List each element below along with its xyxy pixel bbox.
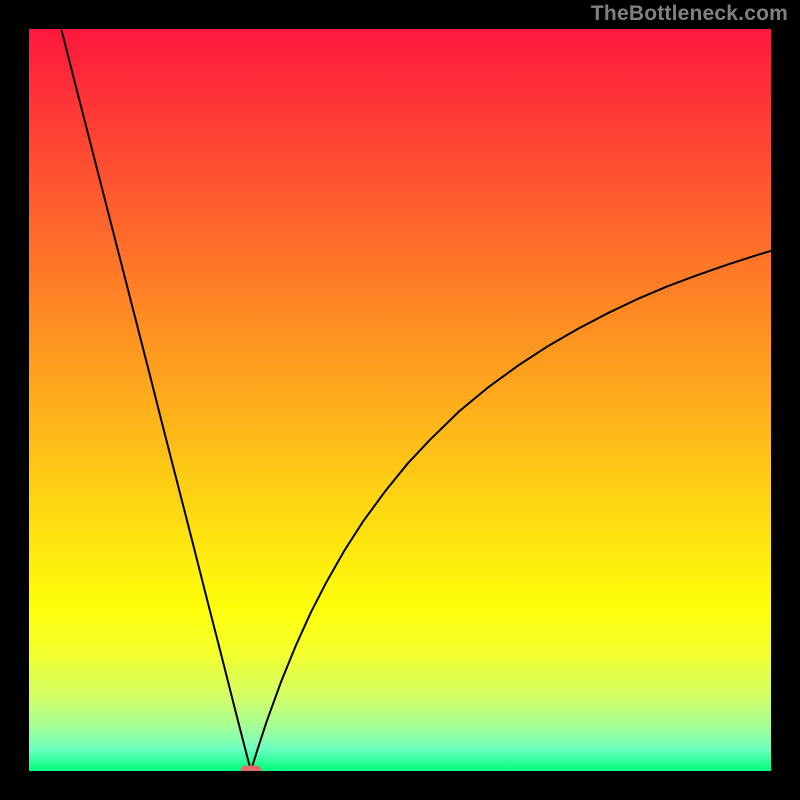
- gradient-background: [29, 29, 771, 771]
- chart-container: TheBottleneck.com: [0, 0, 800, 800]
- watermark-label: TheBottleneck.com: [591, 2, 788, 26]
- bottleneck-chart: [0, 0, 800, 800]
